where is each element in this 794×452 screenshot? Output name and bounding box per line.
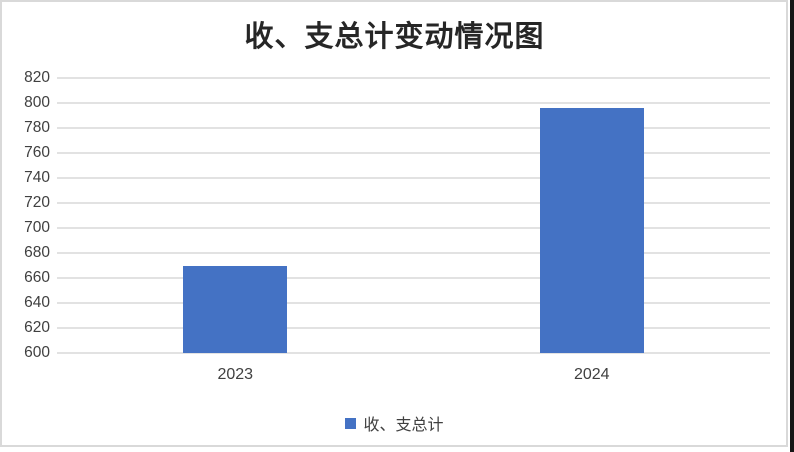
- bar-2023[interactable]: [183, 265, 288, 353]
- y-tick-label: 640: [24, 294, 50, 311]
- gridline: [57, 202, 770, 204]
- legend-label: 收、支总计: [363, 415, 444, 434]
- y-tick-label: 700: [24, 219, 50, 236]
- y-tick-label: 780: [24, 119, 50, 136]
- gridline: [57, 277, 770, 279]
- y-tick-label: 600: [24, 344, 50, 361]
- gridline: [57, 252, 770, 254]
- gridline: [57, 127, 770, 129]
- y-tick-label: 740: [24, 169, 50, 186]
- page-edge-line: [790, 0, 794, 452]
- legend: 收、支总计: [0, 411, 789, 435]
- x-tick-label: 2024: [573, 366, 610, 383]
- gridline: [57, 352, 770, 354]
- gridline: [57, 102, 770, 104]
- y-tick-label: 800: [24, 94, 50, 111]
- y-tick-label: 820: [24, 69, 50, 86]
- chart-title: 收、支总计变动情况图: [244, 19, 545, 53]
- gridline: [57, 177, 770, 179]
- gridline: [57, 302, 770, 304]
- y-tick-label: 720: [24, 194, 50, 211]
- y-tick-label: 620: [24, 319, 50, 336]
- x-tick-label: 2023: [217, 366, 254, 383]
- x-axis: 2023 2024: [57, 366, 770, 388]
- gridline: [57, 327, 770, 329]
- gridline: [57, 227, 770, 229]
- y-tick-label: 660: [24, 269, 50, 286]
- legend-swatch-icon: [345, 417, 357, 429]
- y-axis: 820 800 780 760 740 720 700 680 660 640 620 600: [0, 70, 50, 361]
- gridline: [57, 77, 770, 79]
- gridline: [57, 152, 770, 154]
- y-tick-label: 760: [24, 144, 50, 161]
- y-tick-label: 680: [24, 244, 50, 261]
- bar-2024[interactable]: [539, 108, 644, 353]
- plot-area: [57, 77, 770, 354]
